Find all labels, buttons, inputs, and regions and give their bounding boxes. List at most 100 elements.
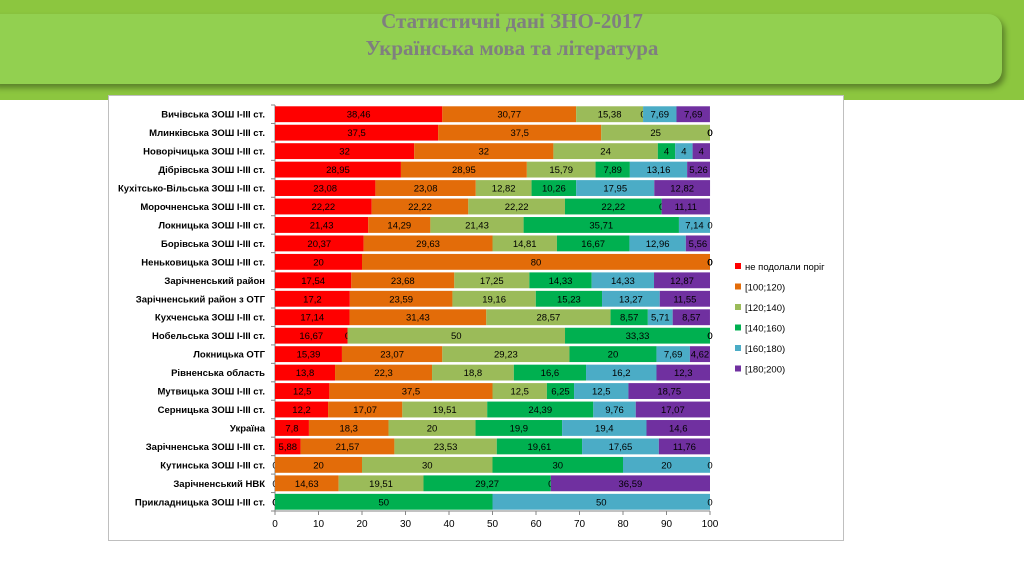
category-label: Зарічненський район з ОТГ: [136, 294, 266, 305]
data-label: 0: [707, 128, 712, 139]
data-label: 17,25: [480, 276, 504, 287]
legend-label: [180;200): [745, 365, 785, 376]
category-label: Кухітсько-Вільська ЗОШ І-ІІІ ст.: [118, 184, 265, 195]
data-label: 5,56: [689, 239, 708, 250]
bar-segment: [687, 161, 710, 178]
bar-segment: [414, 143, 554, 160]
data-label: 0: [707, 220, 712, 231]
bar-segment: [546, 383, 575, 399]
data-label: 10,26: [542, 184, 566, 195]
data-label: 35,71: [589, 220, 613, 231]
bar-segment: [349, 309, 487, 326]
bar-segment: [275, 180, 376, 196]
data-label: 19,9: [510, 423, 529, 434]
data-label: 14,33: [611, 276, 635, 287]
legend-swatch: [735, 263, 741, 269]
data-label: 36,59: [619, 479, 643, 490]
bar-segment: [629, 235, 686, 252]
title-banner: [0, 14, 1002, 84]
data-label: 18,3: [339, 423, 358, 434]
data-label: 31,43: [406, 313, 430, 324]
bar-segment: [371, 198, 469, 215]
data-label: 0: [707, 257, 712, 268]
data-label: 7,8: [285, 423, 298, 434]
data-label: 17,54: [301, 276, 325, 287]
data-label: 15,38: [598, 110, 622, 121]
data-label: 0: [707, 497, 712, 508]
bar-segment: [647, 309, 673, 326]
data-label: 7,69: [651, 110, 670, 121]
x-tick-label: 50: [487, 519, 499, 530]
bar-segment: [556, 235, 630, 252]
bar-segment: [308, 420, 389, 436]
bar-segment: [363, 235, 493, 252]
data-label: 29,23: [494, 350, 518, 361]
data-label: 9,76: [605, 405, 624, 416]
data-label: 5,88: [279, 442, 298, 453]
bar-segment: [629, 161, 688, 178]
data-label: 50: [451, 331, 462, 342]
data-label: 4: [664, 147, 669, 158]
x-tick-label: 10: [313, 519, 325, 530]
bar-segment: [388, 420, 476, 436]
data-label: 12,96: [646, 239, 670, 250]
bar-segment: [402, 401, 488, 418]
data-label: 28,57: [537, 313, 561, 324]
data-label: 7,69: [684, 110, 703, 121]
legend-label: [100;120): [745, 283, 785, 294]
data-label: 17,95: [603, 184, 627, 195]
bar-segment: [454, 272, 530, 289]
data-label: 22,22: [408, 202, 432, 213]
bar-segment: [275, 346, 342, 363]
bar-segment: [275, 143, 415, 160]
data-label: 29,27: [475, 479, 499, 490]
bar-segment: [351, 272, 455, 289]
bar-segment: [275, 420, 309, 436]
data-label: 32: [339, 147, 350, 158]
data-label: 22,22: [311, 202, 335, 213]
bar-segment: [565, 327, 710, 344]
bar-segment: [595, 161, 630, 178]
bar-segment: [564, 198, 662, 215]
data-label: 4,62: [691, 350, 710, 361]
category-label: Неньковицька ЗОШ І-ІІІ ст.: [141, 257, 265, 268]
data-label: 30: [552, 460, 563, 471]
data-label: 19,51: [433, 405, 457, 416]
data-label: 18,8: [464, 368, 483, 379]
legend-swatch: [735, 283, 741, 290]
category-label: Млинківська ЗОШ І-ІІІ ст.: [149, 128, 265, 139]
category-label: Україна: [230, 423, 266, 434]
data-label: 8,57: [682, 313, 701, 324]
data-label: 11,55: [673, 294, 696, 305]
data-label: 17,07: [353, 405, 377, 416]
data-label: 7,14: [685, 220, 704, 231]
bar-segment: [586, 364, 657, 381]
data-label: 17,65: [609, 442, 633, 453]
data-label: 12,82: [492, 184, 516, 195]
bar-segment: [275, 217, 369, 233]
data-label: 15,23: [557, 294, 581, 305]
bar-segment: [675, 143, 693, 160]
bar-segment: [628, 383, 710, 399]
bar-segment: [432, 364, 514, 381]
bar-segment: [553, 143, 658, 160]
data-label: 23,68: [391, 276, 415, 287]
category-label: Кухченська ЗОШ І-ІІІ ст.: [155, 313, 265, 324]
bar-segment: [646, 420, 710, 436]
bar-segment: [657, 143, 676, 160]
data-label: 0: [707, 128, 712, 139]
bar-segment: [531, 180, 577, 196]
bar-segment: [610, 309, 648, 326]
bar-segment: [275, 364, 336, 381]
bar-segment: [275, 438, 301, 455]
data-label: 16,67: [299, 331, 323, 342]
bar-segment: [582, 438, 659, 455]
data-label: 14,6: [669, 423, 688, 434]
data-label: 15,39: [297, 350, 321, 361]
bar-segment: [569, 346, 657, 363]
bar-segment: [692, 143, 710, 160]
legend-swatch: [735, 345, 741, 351]
bar-segment: [475, 420, 563, 436]
bar-segment: [394, 438, 497, 455]
bar-segment: [368, 217, 431, 233]
